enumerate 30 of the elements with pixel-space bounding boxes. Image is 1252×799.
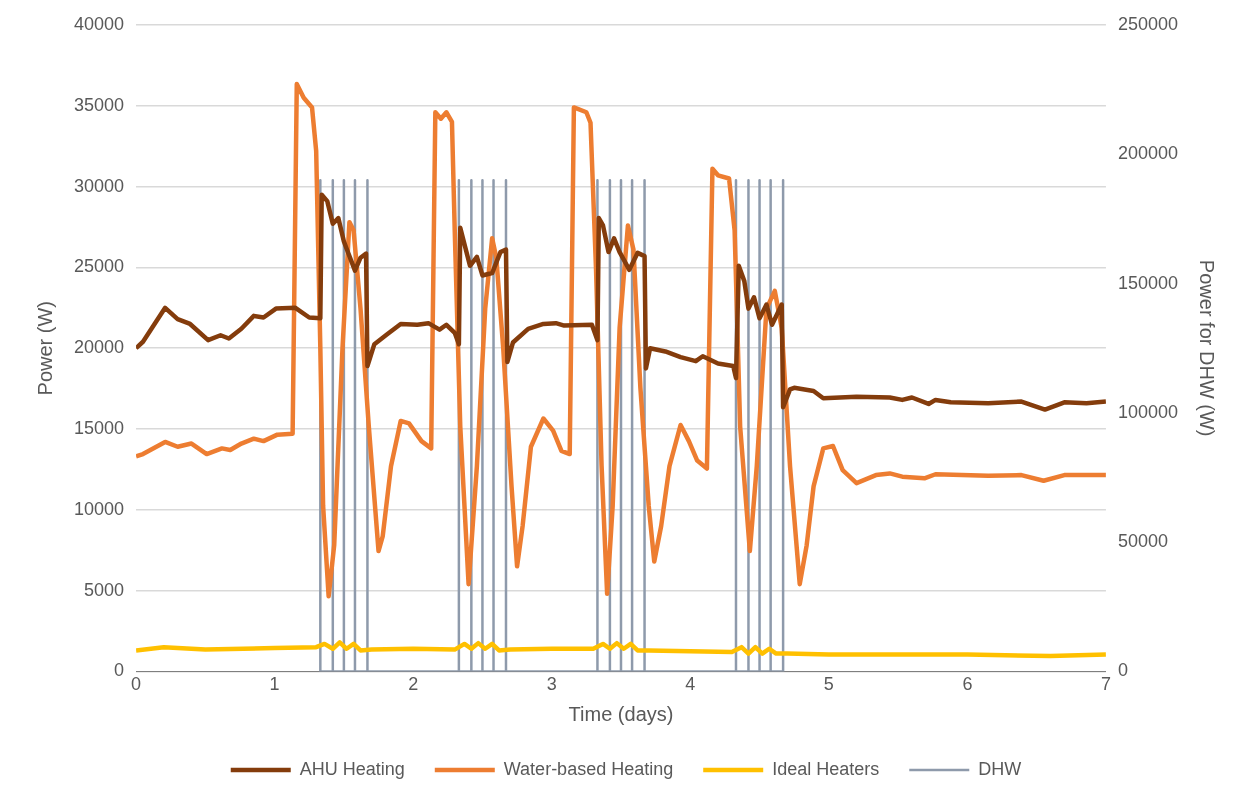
y-tick-label: 15000 <box>73 417 125 438</box>
y-tick-label: 20000 <box>73 337 125 358</box>
y2-axis-title: Power for DHW (W) <box>1196 259 1219 437</box>
y2-tick-label: 150000 <box>1117 272 1179 293</box>
x-tick-label: 3 <box>546 674 557 695</box>
y-tick-label: 35000 <box>73 94 125 115</box>
x-tick-label: 5 <box>823 674 834 695</box>
y2-tick-label: 200000 <box>1117 143 1179 164</box>
x-tick-label: 0 <box>131 674 142 695</box>
y-tick-label: 25000 <box>73 256 125 277</box>
y-tick-label: 30000 <box>73 175 125 196</box>
y-axis-title: Power (W) <box>33 300 56 396</box>
x-tick-label: 7 <box>1100 674 1111 695</box>
y2-tick-label: 250000 <box>1117 13 1179 34</box>
legend-label: Ideal Heaters <box>772 758 880 779</box>
y2-tick-label: 50000 <box>1117 531 1168 552</box>
legend-label: DHW <box>978 758 1022 779</box>
y-tick-label: 10000 <box>73 498 125 519</box>
y2-tick-label: 100000 <box>1117 401 1179 422</box>
x-tick-label: 1 <box>269 674 280 695</box>
x-tick-label: 2 <box>408 674 419 695</box>
x-tick-label: 6 <box>962 674 973 695</box>
legend-label: Water-based Heating <box>503 758 674 779</box>
y2-tick-label: 0 <box>1117 660 1128 681</box>
y-tick-label: 40000 <box>73 13 125 34</box>
x-tick-label: 4 <box>685 674 696 695</box>
x-axis-title: Time (days) <box>568 702 674 725</box>
legend-label: AHU Heating <box>299 758 405 779</box>
y-tick-label: 0 <box>114 660 125 681</box>
y-tick-label: 5000 <box>84 579 125 600</box>
